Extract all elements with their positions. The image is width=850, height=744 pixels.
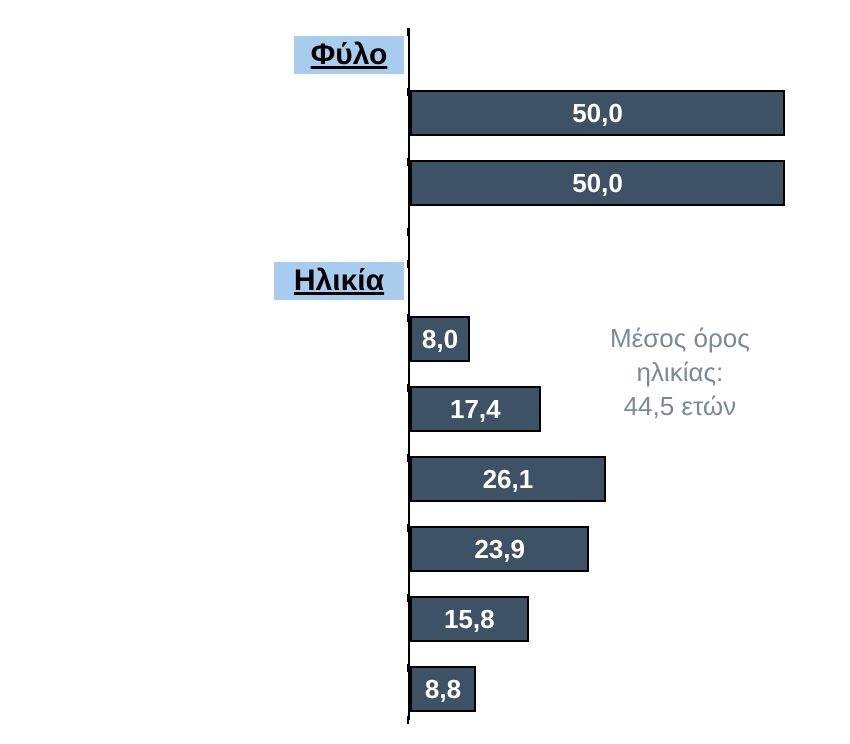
bar-label: 8,8: [425, 674, 461, 705]
bar-age-3: 23,9: [410, 526, 589, 572]
bar-gender-1: 50,0: [410, 160, 785, 206]
axis-tick: [407, 260, 409, 268]
demographics-chart: Φύλο 50,0 50,0 Ηλικία 8,0 17,4 26,1 23,9 15,8 8,8…: [0, 0, 850, 744]
note-line: 44,5 ετών: [610, 390, 750, 424]
axis-tick: [407, 158, 409, 166]
bar-label: 50,0: [572, 168, 623, 199]
axis-tick: [407, 454, 409, 462]
bar-label: 23,9: [474, 534, 525, 565]
bar-gender-0: 50,0: [410, 90, 785, 136]
bar-label: 8,0: [422, 324, 458, 355]
note-line: Μέσος όρος: [610, 322, 750, 356]
bar-age-2: 26,1: [410, 456, 606, 502]
axis-tick: [407, 384, 409, 392]
note-line: ηλικίας:: [610, 356, 750, 390]
bar-label: 50,0: [572, 98, 623, 129]
axis-tick: [407, 524, 409, 532]
section-header-age: Ηλικία: [274, 262, 404, 300]
axis-tick: [407, 664, 409, 672]
axis-tick: [407, 88, 409, 96]
axis-tick: [407, 228, 409, 236]
avg-age-note: Μέσος όροςηλικίας:44,5 ετών: [610, 322, 750, 423]
axis-tick: [407, 28, 409, 36]
bar-age-1: 17,4: [410, 386, 541, 432]
bar-age-5: 8,8: [410, 666, 476, 712]
axis-tick: [407, 594, 409, 602]
section-header-gender: Φύλο: [294, 36, 404, 74]
bar-label: 15,8: [444, 604, 495, 635]
bar-label: 17,4: [450, 394, 501, 425]
bar-label: 26,1: [483, 464, 534, 495]
axis-tick: [407, 314, 409, 322]
bar-age-4: 15,8: [410, 596, 529, 642]
axis-tick: [407, 716, 409, 724]
bar-age-0: 8,0: [410, 316, 470, 362]
